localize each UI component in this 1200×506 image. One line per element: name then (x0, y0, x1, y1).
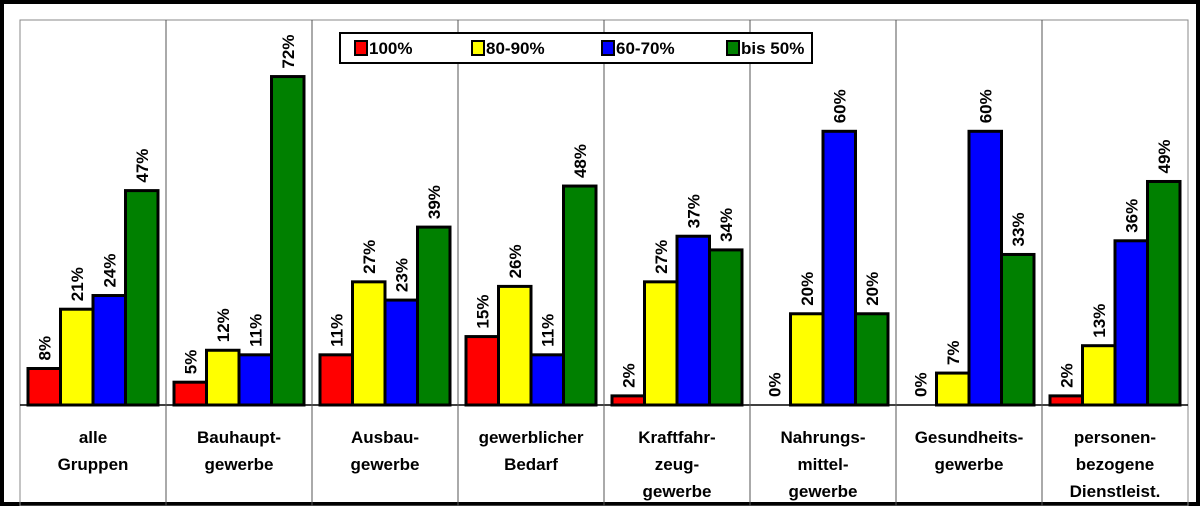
x-tick-label: gewerblicher (479, 428, 584, 447)
bar (318, 353, 354, 407)
bar (26, 367, 62, 407)
value-label: 5% (181, 350, 200, 375)
value-label: 27% (360, 240, 379, 274)
value-label: 36% (1122, 199, 1141, 233)
value-label: 8% (35, 336, 54, 361)
x-tick-label: gewerbe (935, 455, 1004, 474)
value-label: 37% (684, 194, 703, 228)
value-label: 20% (863, 272, 882, 306)
bar (416, 225, 452, 407)
x-tick-label: gewerbe (643, 482, 712, 501)
value-label: 20% (798, 272, 817, 306)
x-tick-label: bezogene (1076, 455, 1154, 474)
bar (1000, 252, 1036, 407)
value-label: 48% (571, 144, 590, 178)
value-label: 23% (392, 258, 411, 292)
value-label: 60% (976, 89, 995, 123)
value-label: 24% (100, 253, 119, 287)
bar (1113, 239, 1149, 407)
value-label: 0% (911, 372, 930, 397)
x-tick-label: alle (79, 428, 107, 447)
bar (383, 298, 419, 407)
value-label: 11% (327, 314, 346, 347)
bar (708, 248, 744, 407)
legend-label: bis 50% (741, 39, 804, 58)
bar (497, 284, 533, 407)
value-label: 39% (425, 185, 444, 219)
legend-swatch (601, 40, 615, 56)
legend-swatch (471, 40, 485, 56)
value-label: 15% (473, 295, 492, 329)
legend-swatch (354, 40, 368, 56)
bar (854, 312, 890, 407)
x-tick-label: gewerbe (789, 482, 858, 501)
x-tick-label: gewerbe (351, 455, 420, 474)
bar (91, 294, 127, 407)
x-tick-label: Dienstleist. (1070, 482, 1161, 501)
value-label: 12% (214, 308, 233, 342)
value-label: 21% (68, 267, 87, 301)
bar (675, 234, 711, 407)
value-label: 13% (1090, 304, 1109, 338)
x-tick-label: Gesundheits- (915, 428, 1024, 447)
bar (270, 75, 306, 407)
value-label: 7% (944, 340, 963, 365)
bar (237, 353, 273, 407)
x-tick-label: Bedarf (504, 455, 558, 474)
bar (967, 129, 1003, 407)
legend-label: 60-70% (616, 39, 675, 58)
x-tick-label: Nahrungs- (781, 428, 866, 447)
bar (643, 280, 679, 407)
bar (1048, 394, 1084, 407)
bar (562, 184, 598, 407)
bar (464, 335, 500, 407)
x-tick-label: zeug- (655, 455, 699, 474)
bar (529, 353, 565, 407)
value-label: 34% (717, 208, 736, 242)
bar (1146, 179, 1182, 407)
legend-swatch (726, 40, 740, 56)
value-label: 0% (765, 372, 784, 397)
x-tick-label: mittel- (798, 455, 849, 474)
value-label: 72% (279, 35, 298, 69)
legend-label: 80-90% (486, 39, 545, 58)
bar (821, 129, 857, 407)
value-label: 2% (619, 363, 638, 388)
bar (59, 307, 95, 407)
value-label: 2% (1057, 363, 1076, 388)
x-tick-label: Kraftfahr- (638, 428, 715, 447)
x-tick-label: personen- (1074, 428, 1156, 447)
value-label: 11% (246, 314, 265, 347)
bar (610, 394, 646, 407)
value-label: 60% (830, 89, 849, 123)
x-tick-label: Gruppen (58, 455, 129, 474)
bar (789, 312, 825, 407)
bar (124, 189, 160, 407)
value-label: 47% (133, 149, 152, 183)
value-label: 49% (1155, 139, 1174, 173)
bar (205, 348, 241, 407)
x-tick-label: Bauhaupt- (197, 428, 281, 447)
bar (935, 371, 971, 407)
value-label: 33% (1009, 212, 1028, 246)
bar (351, 280, 387, 407)
value-label: 11% (538, 314, 557, 347)
x-tick-label: Ausbau- (351, 428, 419, 447)
legend-label: 100% (369, 39, 412, 58)
bar (172, 380, 208, 407)
value-label: 26% (506, 244, 525, 278)
x-tick-label: gewerbe (205, 455, 274, 474)
bar (1081, 344, 1117, 407)
value-label: 27% (652, 240, 671, 274)
